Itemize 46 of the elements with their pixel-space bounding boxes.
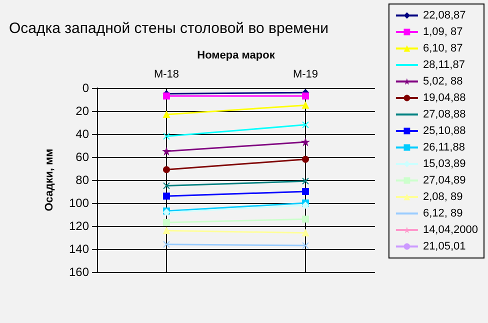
legend-label: 22,08,87 <box>422 10 466 22</box>
legend-label: 1,09, 87 <box>422 26 463 38</box>
y-tick-label: 100 <box>68 196 90 210</box>
point <box>302 92 309 100</box>
point <box>163 240 170 248</box>
point <box>302 121 309 128</box>
legend-label: 28,11,87 <box>422 59 465 71</box>
x-tick-label: M-18 <box>154 68 180 80</box>
x-tick-label: M-19 <box>292 68 318 80</box>
point <box>302 178 309 185</box>
point <box>163 219 170 226</box>
y-tick-label: 40 <box>76 127 90 141</box>
legend-label: 27,08,88 <box>422 108 466 120</box>
point <box>163 166 170 174</box>
legend-label: 21,05,01 <box>422 240 466 252</box>
y-tick-label: 80 <box>76 173 90 187</box>
y-tick-label: 160 <box>68 265 90 279</box>
legend-label: 26,11,88 <box>422 142 465 154</box>
point <box>302 216 309 223</box>
legend-label: 15,03,89 <box>422 158 466 170</box>
point <box>163 148 170 155</box>
y-tick-label: 60 <box>76 150 90 164</box>
legend-label: 2,08, 89 <box>422 191 463 203</box>
point <box>163 132 170 140</box>
y-tick-label: 0 <box>82 81 90 95</box>
y-axis-title: Осадки, мм <box>44 148 56 212</box>
x-axis-title: Номера марок <box>197 50 276 62</box>
point <box>302 156 309 163</box>
legend-label: 14,04,2000 <box>422 224 478 236</box>
point <box>302 202 309 209</box>
legend-label: 6,12, 89 <box>422 208 463 220</box>
point <box>163 192 170 200</box>
point <box>302 138 309 146</box>
point <box>163 182 170 190</box>
point <box>302 188 309 195</box>
point <box>163 92 170 100</box>
legend-label: 19,04,88 <box>422 92 466 104</box>
point <box>302 242 309 250</box>
chart-title: Осадка западной стены столовой во времени <box>9 20 328 37</box>
legend-label: 25,10,88 <box>422 125 466 137</box>
legend-label: 27,04,89 <box>422 174 466 186</box>
y-tick-label: 120 <box>68 219 90 233</box>
y-tick-label: 140 <box>68 242 90 256</box>
legend-label: 5,02, 88 <box>422 76 463 88</box>
legend-label: 6,10, 87 <box>422 42 463 54</box>
y-tick-label: 20 <box>76 104 90 118</box>
